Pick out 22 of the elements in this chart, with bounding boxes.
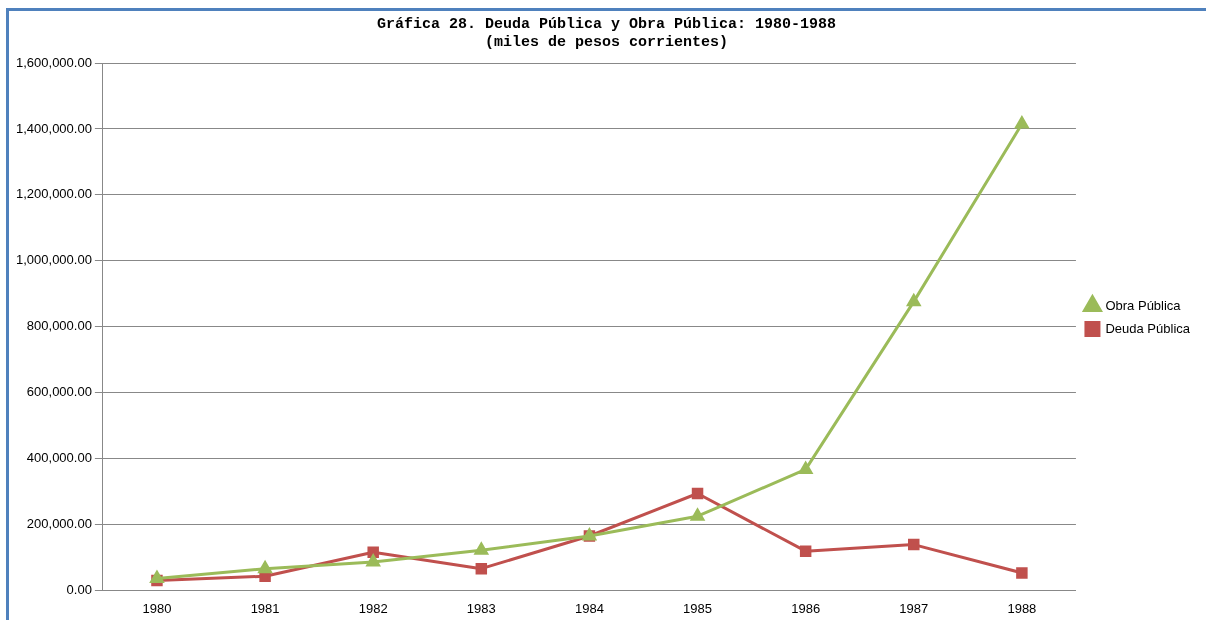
x-tick-label: 1984 [574,600,604,616]
y-tick-label: 1,000,000.00 [16,252,92,268]
y-tick-label: 0.00 [66,581,92,597]
x-tick-label: 1981 [250,600,280,616]
legend-label: Obra Pública [1105,297,1182,313]
legend-label: Deuda Pública [1105,320,1191,336]
chart-title: Gráfica 28. Deuda Pública y Obra Pública: 1980-1988 [376,15,837,33]
x-tick-label: 1983 [466,600,496,616]
y-tick-label: 400,000.00 [26,450,92,466]
x-tick-label: 1982 [358,600,388,616]
chart-subtitle: (miles de pesos corrientes) [484,33,729,51]
y-tick-label: 1,200,000.00 [16,186,92,202]
y-tick-label: 1,600,000.00 [16,54,92,70]
y-tick-label: 200,000.00 [26,516,92,532]
x-tick-label: 1987 [899,600,929,616]
x-tick-label: 1980 [142,600,172,616]
x-tick-label: 1986 [791,600,821,616]
y-tick-label: 800,000.00 [26,318,92,334]
x-tick-label: 1985 [683,600,712,616]
x-tick-label: 1988 [1007,600,1037,616]
y-tick-label: 600,000.00 [26,384,92,400]
y-tick-label: 1,400,000.00 [16,120,92,136]
